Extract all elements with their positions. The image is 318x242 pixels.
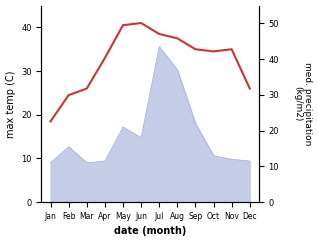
X-axis label: date (month): date (month) <box>114 227 186 236</box>
Y-axis label: max temp (C): max temp (C) <box>5 70 16 138</box>
Y-axis label: med. precipitation
(kg/m2): med. precipitation (kg/m2) <box>293 62 313 145</box>
